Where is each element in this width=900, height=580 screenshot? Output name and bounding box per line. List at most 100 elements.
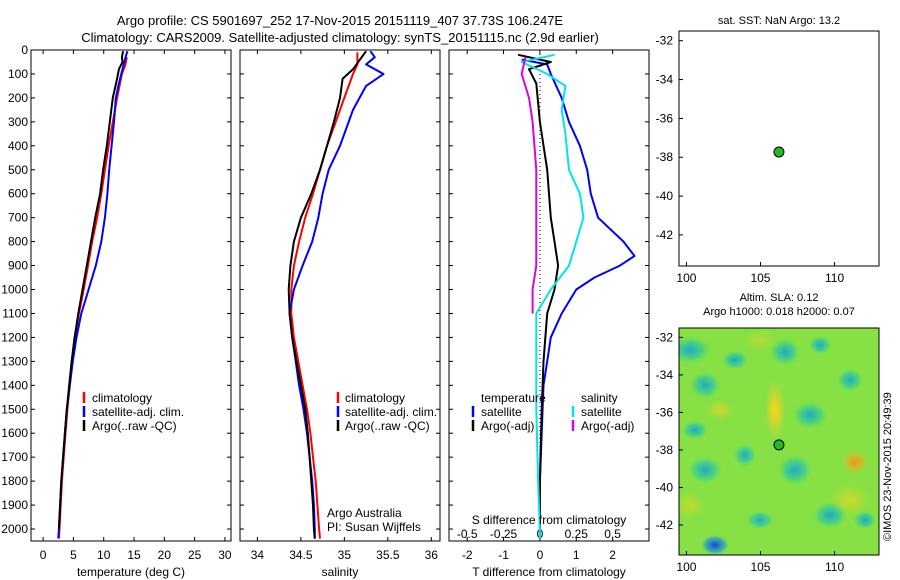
x-tick-label: 34.5: [289, 548, 313, 562]
secondary-tick-label: -0.25: [490, 527, 518, 541]
map-y-tick-label: -42: [656, 228, 674, 242]
depth-tick-label: 1200: [1, 330, 28, 344]
series-line-climatology: [57, 57, 128, 539]
secondary-tick-label: -0.5: [457, 527, 478, 541]
depth-tick-label: 900: [8, 259, 28, 273]
depth-tick-label: 1600: [1, 426, 28, 440]
x-tick-label: 25: [188, 548, 202, 562]
series-line-argo-adj: [520, 56, 538, 314]
x-tick-label: 2: [609, 548, 616, 562]
legend-label-argo: Argo(..raw -QC): [345, 419, 430, 433]
legend-label-s-argo: Argo(-adj): [581, 419, 634, 433]
map-x-tick-label: 110: [825, 271, 844, 285]
s-difference-axis-label: S difference from climatology: [472, 513, 627, 527]
temperature-axis-label: temperature (deg C): [77, 565, 185, 579]
depth-tick-label: 100: [8, 67, 28, 81]
depth-tick-label: 300: [8, 115, 28, 129]
legend-heading-salinity: salinity: [581, 391, 618, 405]
depth-tick-label: 400: [8, 139, 28, 153]
depth-tick-label: 1300: [1, 354, 28, 368]
x-tick-label: 36: [425, 548, 439, 562]
secondary-tick-label: 0.5: [604, 527, 621, 541]
sla-map: 100 105 110 -32 -34 -36 -38 -40 -42: [656, 330, 845, 574]
map-y-tick-label: -40: [656, 480, 674, 494]
map-x-tick-label: 100: [676, 271, 696, 285]
sla-map-frame: [678, 327, 880, 556]
depth-tick-label: 800: [8, 235, 28, 249]
series-line-satellite: [520, 53, 585, 539]
t-difference-axis-label: T difference from climatology: [472, 565, 626, 579]
salinity-legend: climatology satellite-adj. clim. Argo(..…: [327, 391, 437, 534]
salinity-panel: 34 34.5 35 35.5 36: [240, 49, 440, 562]
map-y-tick-label: -38: [656, 443, 674, 457]
map-y-tick-label: -34: [656, 368, 674, 382]
sst-map: 100 105 110 -32 -34 -36 -38 -40 -42: [656, 34, 845, 285]
x-tick-label: -2: [462, 548, 473, 562]
map-y-tick-label: -40: [656, 189, 674, 203]
x-tick-label: 30: [218, 548, 232, 562]
x-tick-label: 1: [573, 548, 580, 562]
map-x-tick-label: 100: [676, 560, 696, 574]
series-line-argo-raw-qc: [57, 51, 125, 530]
depth-tick-label: 1000: [1, 283, 28, 297]
depth-axis: 0 100 200 300 400 500 600 700 800 900 1000 1100 1200…: [1, 43, 28, 536]
depth-tick-label: 1100: [2, 306, 28, 320]
secondary-tick-label: 0.25: [565, 527, 589, 541]
depth-tick-label: 1400: [1, 378, 28, 392]
argo-position-marker: [773, 146, 785, 158]
x-tick-label: 0: [537, 548, 544, 562]
map-y-tick-label: -32: [656, 330, 674, 344]
pi-label: PI: Susan Wijffels: [327, 520, 421, 534]
legend-label-climatology: climatology: [345, 391, 405, 405]
depth-tick-label: 200: [8, 91, 28, 105]
map-y-tick-label: -36: [656, 111, 674, 125]
series-line-satellite-adj-clim: [288, 50, 385, 539]
map-x-tick-label: 105: [750, 271, 770, 285]
x-tick-label: 34: [251, 548, 265, 562]
title-line-1: Argo profile: CS 5901697_252 17-Nov-2015…: [117, 13, 564, 28]
depth-tick-label: 1900: [1, 498, 28, 512]
institution-label: Argo Australia: [327, 506, 402, 520]
x-tick-label: -1: [498, 548, 509, 562]
salinity-axis-label: salinity: [322, 565, 359, 579]
series-line-climatology: [290, 52, 359, 539]
depth-tick-label: 700: [8, 211, 28, 225]
temperature-panel: 0 5 10 15 20 25 30: [31, 49, 232, 562]
legend-label-t-argo: Argo(-adj): [481, 419, 534, 433]
legend-label-argo: Argo(..raw -QC): [92, 419, 177, 433]
temperature-legend: climatology satellite-adj. clim. Argo(..…: [82, 391, 184, 433]
legend-label-satellite: satellite-adj. clim.: [92, 405, 184, 419]
legend-label-t-satellite: satellite: [481, 405, 522, 419]
series-line-argo-adj: [517, 53, 560, 529]
salinity-panel-frame: [239, 49, 441, 542]
map-x-tick-label: 110: [825, 560, 844, 574]
x-tick-label: 35: [338, 548, 352, 562]
difference-legend: temperature salinity satellite Argo(-adj…: [471, 391, 634, 433]
x-tick-label: 20: [158, 548, 172, 562]
depth-tick-label: 1700: [1, 450, 28, 464]
map-x-tick-label: 105: [750, 560, 770, 574]
depth-tick-label: 1800: [1, 474, 28, 488]
map-y-tick-label: -34: [656, 73, 674, 87]
x-tick-label: 0: [40, 548, 47, 562]
difference-panel: -2 -1 0 1 2-0.5 -0.25 0 0.25 0.5: [449, 49, 649, 562]
legend-label-satellite: satellite-adj. clim.: [345, 405, 437, 419]
legend-heading-temperature: temperature: [481, 391, 546, 405]
title-line-2: Climatology: CARS2009. Satellite-adjuste…: [81, 30, 599, 45]
x-tick-label: 5: [70, 548, 77, 562]
depth-tick-label: 0: [21, 43, 28, 57]
depth-tick-label: 2000: [1, 522, 28, 536]
depth-tick-label: 600: [8, 187, 28, 201]
sst-map-title: sat. SST: NaN Argo: 13.2: [718, 15, 840, 27]
map-y-tick-label: -38: [656, 150, 674, 164]
map-y-tick-label: -36: [656, 405, 674, 419]
depth-tick-label: 500: [8, 163, 28, 177]
sla-map-title-line-2: Argo h1000: 0.018 h2000: 0.07: [703, 306, 855, 318]
x-tick-label: 10: [97, 548, 111, 562]
depth-tick-label: 1500: [1, 402, 28, 416]
sla-heatmap: [679, 328, 879, 555]
map-y-tick-label: -42: [656, 518, 674, 532]
temperature-panel-frame: [30, 49, 232, 542]
difference-panel-frame: [448, 49, 650, 542]
